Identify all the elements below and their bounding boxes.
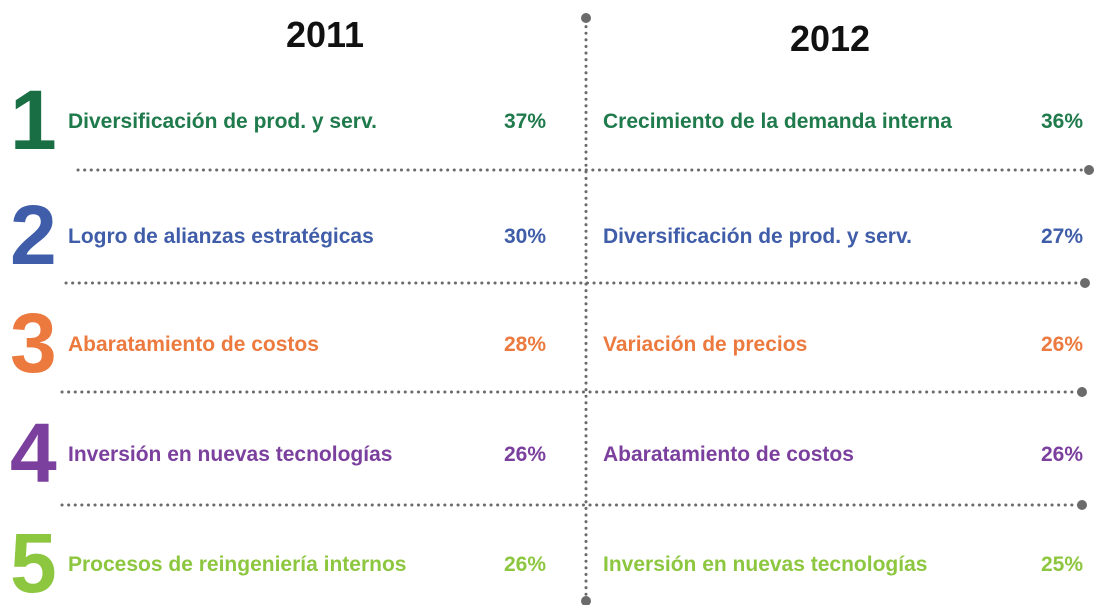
divider-dot (1080, 278, 1090, 288)
rank-number: 4 (10, 406, 57, 500)
item-label: Crecimiento de la demanda interna (603, 110, 952, 133)
item-percent: 26% (1040, 443, 1083, 466)
item-percent: 25% (1040, 553, 1083, 576)
item-percent: 37% (503, 110, 546, 133)
item-label: Diversificación de prod. y serv. (603, 225, 912, 248)
divider-dot (1077, 387, 1087, 397)
item-percent: 26% (503, 443, 546, 466)
item-label: Variación de precios (603, 333, 808, 356)
year-heading: 2012 (789, 18, 871, 59)
item-percent: 30% (503, 225, 546, 248)
year-heading: 2011 (285, 14, 365, 55)
item-percent: 36% (1040, 110, 1083, 133)
divider-dot (1077, 500, 1087, 510)
item-label: Logro de alianzas estratégicas (68, 225, 374, 248)
rank-number: 5 (10, 516, 57, 610)
item-label: Procesos de reingeniería internos (68, 553, 407, 576)
item-label: Inversión en nuevas tecnologías (603, 553, 928, 576)
item-percent: 26% (503, 553, 546, 576)
rank-number: 3 (10, 296, 57, 390)
divider-dot (1084, 165, 1094, 175)
rank-number: 1 (10, 73, 57, 167)
item-label: Abaratamiento de costos (603, 443, 854, 466)
item-label: Diversificación de prod. y serv. (68, 110, 377, 133)
divider-dot (581, 596, 591, 605)
divider-dot (581, 13, 591, 23)
item-label: Inversión en nuevas tecnologías (68, 443, 393, 466)
item-percent: 27% (1040, 225, 1083, 248)
rank-number: 2 (10, 188, 57, 282)
item-percent: 28% (503, 333, 546, 356)
item-label: Abaratamiento de costos (68, 333, 319, 356)
item-percent: 26% (1040, 333, 1083, 356)
